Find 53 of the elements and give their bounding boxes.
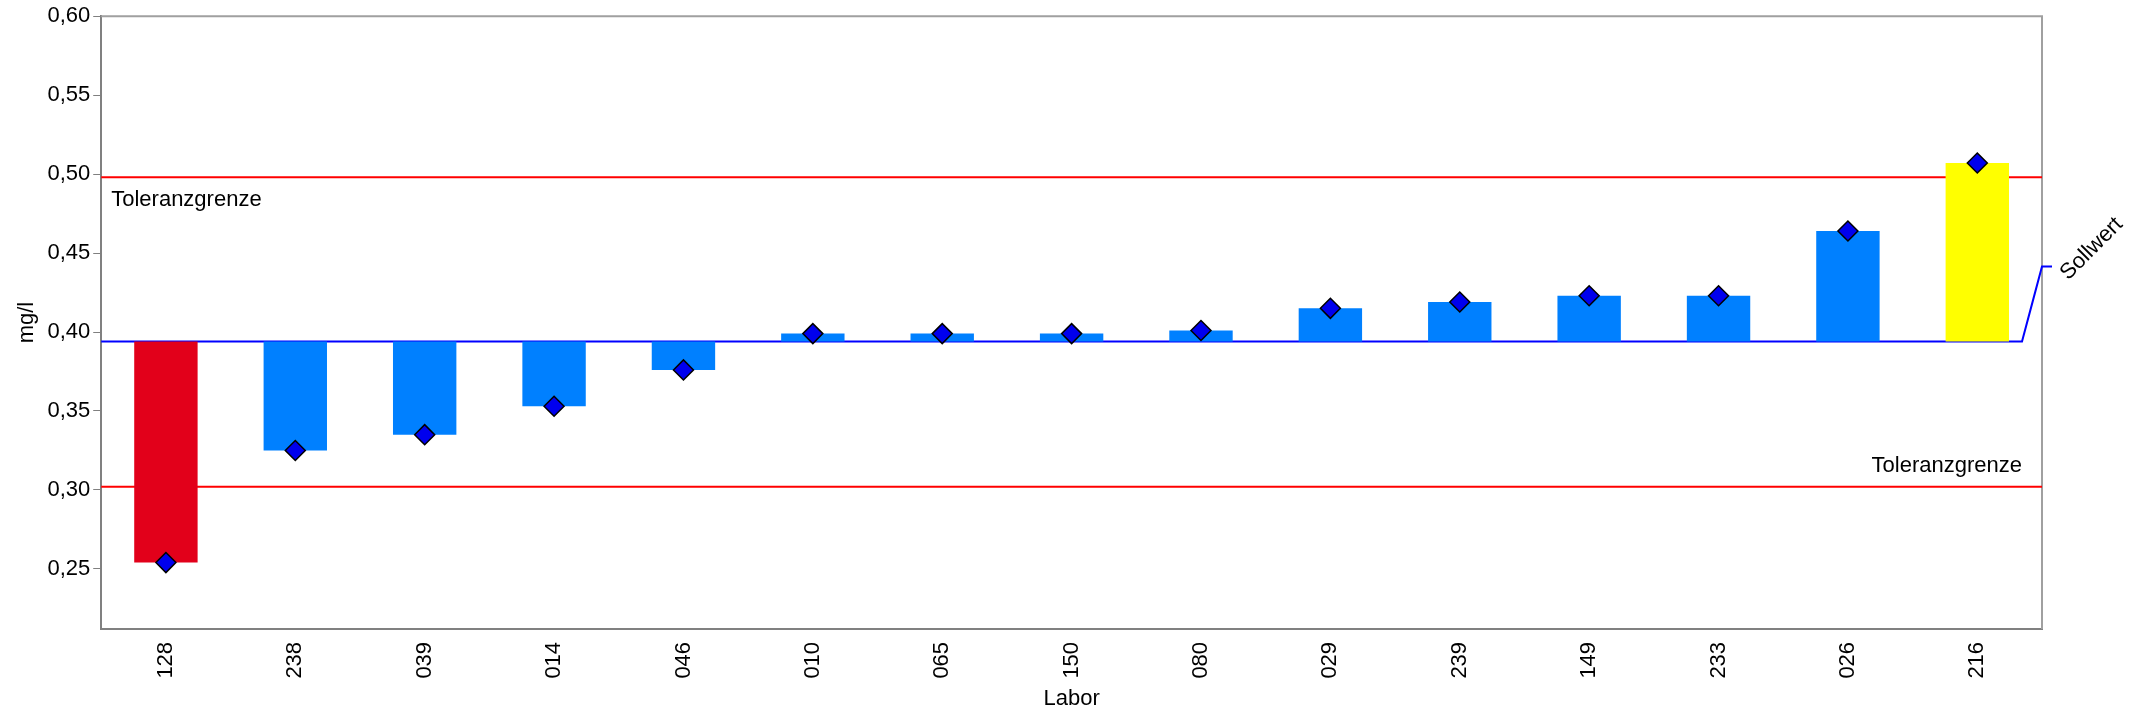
bar xyxy=(1816,230,1880,342)
point xyxy=(931,322,953,345)
x-tick-label: 216 xyxy=(1963,641,1989,679)
point xyxy=(1837,220,1859,242)
y-tick-label: 0,30 xyxy=(47,475,91,501)
point xyxy=(802,322,824,345)
y-tick-label: 0,55 xyxy=(47,81,91,107)
x-tick-label: 239 xyxy=(1445,641,1471,679)
point xyxy=(543,395,565,417)
x-tick-label: 128 xyxy=(151,641,177,679)
y-tick-label: 0,50 xyxy=(47,160,91,186)
point xyxy=(1190,319,1212,342)
point xyxy=(1966,152,1989,174)
point xyxy=(1707,284,1730,307)
bar xyxy=(134,341,198,563)
point xyxy=(1449,291,1471,313)
bar xyxy=(522,341,586,407)
bar xyxy=(1428,302,1492,342)
point xyxy=(1578,284,1600,307)
point xyxy=(1060,322,1083,345)
x-tick-label: 039 xyxy=(410,641,436,679)
y-tick-label: 0,45 xyxy=(47,239,91,265)
y-tick-label: 0,40 xyxy=(47,318,91,344)
bar xyxy=(1298,308,1363,342)
x-tick-label: 010 xyxy=(798,641,824,679)
point xyxy=(155,551,177,574)
ref-line-label: Toleranzgrenze xyxy=(111,186,262,212)
ref-line-label: Toleranzgrenze xyxy=(1871,451,2022,477)
x-tick-label: 029 xyxy=(1316,641,1342,679)
x-tick-label: 238 xyxy=(281,641,307,679)
point xyxy=(284,439,307,462)
y-tick-label: 0,25 xyxy=(47,554,91,580)
y-tick-label: 0,60 xyxy=(47,2,91,28)
bar xyxy=(1686,295,1751,342)
bar xyxy=(651,341,716,370)
x-axis-title: Labor xyxy=(1043,684,1100,710)
x-tick-label: 233 xyxy=(1704,641,1730,679)
x-tick-label: 065 xyxy=(928,641,954,679)
y-tick-label: 0,35 xyxy=(47,397,91,423)
x-tick-label: 080 xyxy=(1187,641,1213,679)
point xyxy=(1319,297,1342,320)
x-tick-label: 046 xyxy=(669,641,695,679)
point xyxy=(413,423,436,446)
bar xyxy=(263,341,327,451)
y-axis-title: mg/l xyxy=(13,301,39,344)
x-tick-label: 014 xyxy=(540,641,566,679)
point xyxy=(672,359,695,381)
x-tick-label: 026 xyxy=(1833,641,1859,679)
bar xyxy=(392,341,457,435)
x-tick-label: 150 xyxy=(1057,641,1083,679)
bar xyxy=(1557,295,1621,342)
x-tick-label: 149 xyxy=(1575,641,1601,679)
bar xyxy=(1945,163,2010,342)
